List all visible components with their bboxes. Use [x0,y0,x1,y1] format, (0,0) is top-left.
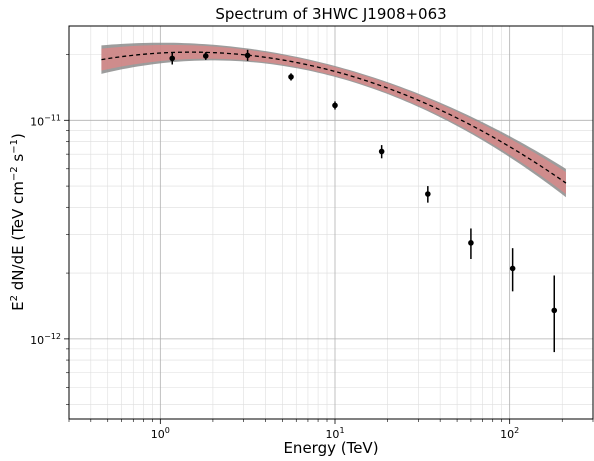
data-points [169,49,558,353]
y-tick-label: 10−11 [30,113,61,128]
model-curve [101,51,567,184]
y-axis-label: E2 dN/dE (TeV cm−2 s−1) [9,133,27,311]
minor-gridlines [68,26,594,419]
x-tick-label: 101 [325,426,344,441]
red-uncertainty-band [101,44,566,194]
chart-title: Spectrum of 3HWC J1908+063 [215,5,446,23]
data-point [378,148,385,155]
data-point [468,240,474,246]
data-point [425,191,431,197]
data-point [202,53,209,59]
y-tick-label: 10−12 [30,332,61,347]
data-point [332,102,338,109]
major-gridlines [69,26,593,419]
model-dashed-line [101,51,567,184]
axis-ticks [64,54,594,424]
tick-labels: 100 101 102 10−12 10−11 [30,113,519,441]
data-point [288,74,294,80]
data-point [551,307,558,314]
x-tick-label: 102 [500,426,519,441]
plot-frame [68,25,594,420]
x-tick-label: 100 [151,426,170,441]
data-point [169,55,176,62]
x-axis-label: Energy (TeV) [283,439,378,457]
data-point [244,52,251,59]
data-point [509,265,516,272]
model-uncertainty-bands [101,42,566,198]
